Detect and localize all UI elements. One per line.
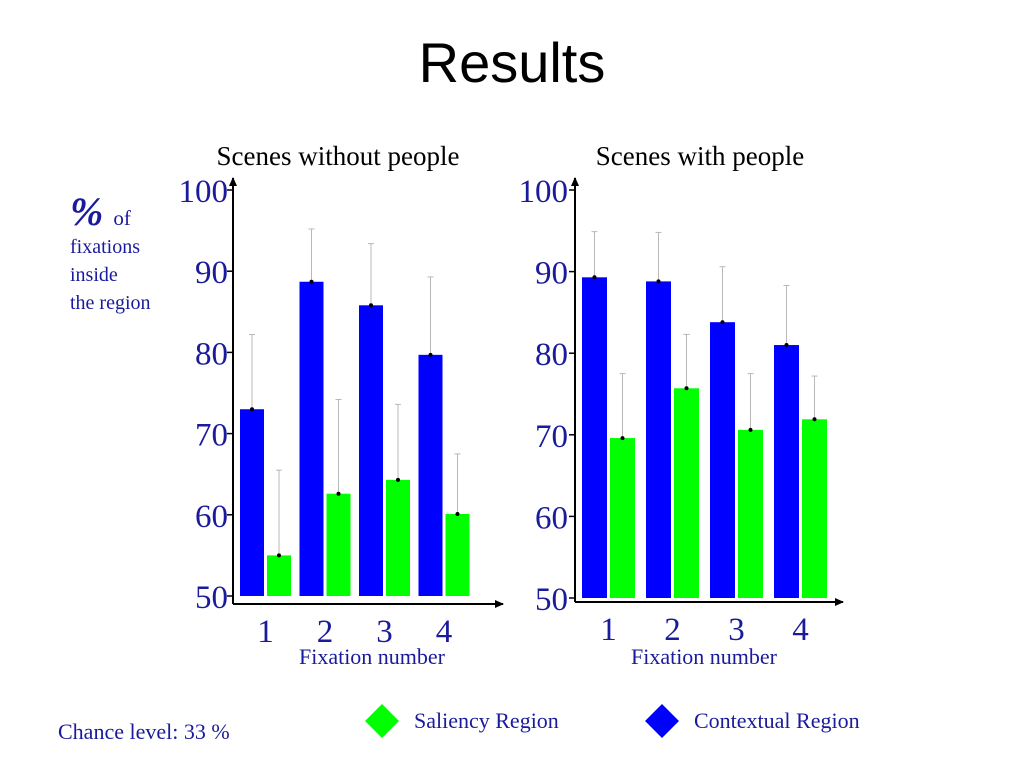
x-category-label: 3 — [376, 614, 393, 650]
y-axis-label-line: fixations — [70, 236, 140, 258]
chart-scenes-without-people: Scenes without people 50 60 70 80 90 100 1 2 3 4Fi… — [179, 141, 504, 669]
y-tick-label: 80 — [195, 336, 228, 372]
bar — [445, 513, 470, 596]
bar-marker — [720, 320, 725, 325]
bar-marker — [620, 436, 625, 441]
y-tick-label: 70 — [195, 418, 228, 454]
x-category-label: 2 — [317, 614, 334, 650]
x-category-label: 3 — [728, 612, 745, 648]
bar-marker — [396, 477, 400, 482]
bar — [802, 419, 827, 598]
y-tick-label: 60 — [535, 500, 568, 536]
bar-marker — [250, 407, 254, 412]
bar — [418, 354, 443, 596]
bar-marker — [812, 417, 817, 422]
bar-marker — [369, 303, 373, 308]
legend-label: Contextual Region — [694, 708, 860, 733]
bar-marker — [684, 386, 689, 391]
y-tick-label: 80 — [535, 337, 568, 373]
chance-level-note: Chance level: 33 % — [58, 719, 230, 744]
bar — [240, 409, 264, 596]
bar-marker — [277, 553, 281, 558]
bar-marker — [428, 352, 433, 357]
y-tick-label: 100 — [179, 174, 229, 210]
legend-item-saliency: Saliency Region — [365, 704, 559, 738]
green-diamond-icon — [365, 704, 399, 738]
bar — [326, 493, 351, 596]
chart-scenes-with-people: Scenes with people 50 60 70 80 90 100 1 2 3 4 Fixat… — [519, 141, 844, 669]
y-axis-label-of: of — [113, 206, 131, 230]
bar — [386, 479, 410, 596]
bar — [359, 305, 383, 596]
x-category-label: 1 — [257, 614, 274, 650]
bar — [299, 281, 324, 596]
blue-diamond-icon — [645, 704, 679, 738]
page-title: Results — [418, 31, 606, 94]
y-tick-label: 90 — [195, 255, 228, 291]
chart-title: Scenes without people — [217, 141, 460, 171]
bar-marker — [336, 491, 341, 496]
bar-marker — [784, 343, 789, 348]
y-tick-label: 60 — [195, 499, 228, 535]
y-tick-label: 50 — [535, 582, 568, 618]
bar — [582, 277, 607, 598]
bar — [646, 281, 671, 598]
bar — [674, 388, 699, 598]
x-axis-label: Fixation number — [631, 644, 778, 669]
x-category-label: 4 — [436, 614, 453, 650]
y-tick-label: 70 — [535, 419, 568, 455]
chart-title: Scenes with people — [596, 141, 804, 171]
bar-marker — [455, 511, 460, 516]
y-axis-label-line: inside — [70, 264, 118, 286]
y-axis-label: % of fixations inside the region — [70, 192, 190, 317]
bar — [774, 345, 799, 598]
bar — [710, 322, 735, 598]
x-axis-label: Fixation number — [299, 644, 446, 669]
legend-item-contextual: Contextual Region — [645, 704, 860, 738]
y-tick-label: 50 — [195, 580, 228, 616]
percent-symbol: % — [70, 189, 104, 234]
bar — [610, 438, 635, 598]
bar-marker — [748, 427, 753, 432]
y-tick-label: 100 — [519, 174, 569, 210]
x-category-label: 1 — [600, 612, 617, 648]
legend-label: Saliency Region — [414, 708, 559, 733]
bar — [267, 555, 291, 596]
x-category-label: 2 — [664, 612, 681, 648]
bar-marker — [656, 279, 661, 284]
bar-marker — [309, 279, 314, 284]
bar — [738, 429, 763, 598]
y-tick-label: 90 — [535, 256, 568, 292]
x-category-label: 4 — [792, 612, 809, 648]
bar-marker — [592, 275, 597, 280]
y-axis-label-line: the region — [70, 292, 151, 314]
